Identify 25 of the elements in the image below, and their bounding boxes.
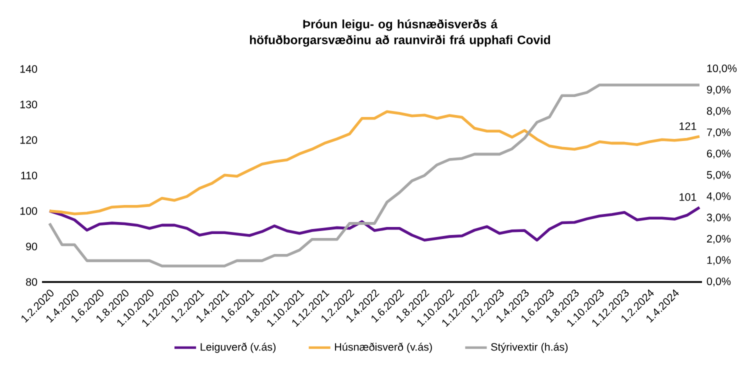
y2-tick-label: 7,0% [707,128,731,138]
data-label: 121 [680,122,696,130]
y2-tick-label: 2,0% [707,234,731,244]
y-tick-label: 130 [20,100,38,108]
legend-label: Leiguverð (v.ás) [200,342,276,353]
y-tick-label: 80 [26,278,38,286]
line-series [48,110,701,216]
legend-label: Stýrivextir (h.ás) [491,342,568,353]
y2-tick-label: 1,0% [707,256,731,266]
y2-tick-label: 6,0% [707,150,731,159]
y2-tick-label: 8,0% [706,107,731,116]
y-tick-label: 90 [26,242,38,250]
y2-tick-label: 5,0% [706,171,731,180]
y2-tick-label: 10,0% [707,64,737,74]
legend-label: Húsnæðisverð (v.ás) [335,342,432,353]
y-tick-label: 140 [20,65,38,73]
data-label: 101 [680,193,696,201]
y2-tick-label: 4,0% [706,192,731,202]
y2-tick-label: 9,0% [706,86,731,95]
y2-tick-label: 3,0% [706,214,731,223]
y-tick-label: 110 [21,172,38,180]
y-tick-label: 100 [20,207,38,215]
chart-title: Þróun leigu- og húsnæðisverðs á höfuðborgarsvæðinu að raunvirði frá upphafi Covid [250,19,550,47]
y-tick-label: 120 [20,136,38,144]
y2-tick-label: 0,0% [706,278,731,286]
